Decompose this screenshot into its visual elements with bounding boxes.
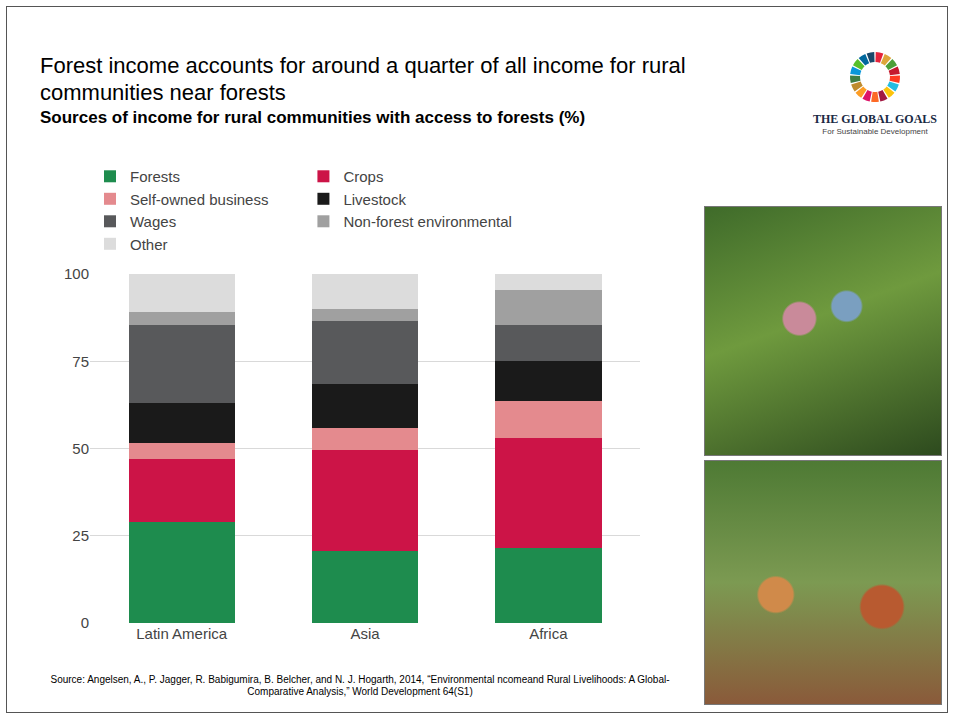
svg-text:Africa: Africa: [529, 625, 568, 642]
svg-text:75: 75: [72, 353, 89, 370]
svg-text:Wages: Wages: [130, 213, 176, 230]
svg-text:Self-owned business: Self-owned business: [130, 191, 268, 208]
html-text:For Sustainable Development: For Sustainable Development: [822, 127, 928, 136]
svg-text:Crops: Crops: [343, 168, 383, 185]
svg-text:Other: Other: [130, 236, 168, 253]
svg-text:Livestock: Livestock: [343, 191, 406, 208]
svg-text:Asia: Asia: [350, 625, 380, 642]
svg-text:Latin America: Latin America: [136, 625, 228, 642]
svg-text:100: 100: [64, 265, 89, 282]
svg-text:0: 0: [81, 614, 89, 631]
html-text:Source: Angelsen, A., P. Jagge: Source: Angelsen, A., P. Jagger, R. Babi…: [50, 674, 670, 697]
html-text:THE GLOBAL GOALS: THE GLOBAL GOALS: [813, 112, 937, 126]
html-text:Forest income accounts for aro: Forest income accounts for around a quar…: [40, 53, 686, 105]
svg-text:Forests: Forests: [130, 168, 180, 185]
svg-text:25: 25: [72, 527, 89, 544]
html-text:Sources of income for rural co: Sources of income for rural communities …: [40, 108, 586, 127]
svg-text:Non-forest environmental: Non-forest environmental: [343, 213, 511, 230]
svg-text:50: 50: [72, 440, 89, 457]
